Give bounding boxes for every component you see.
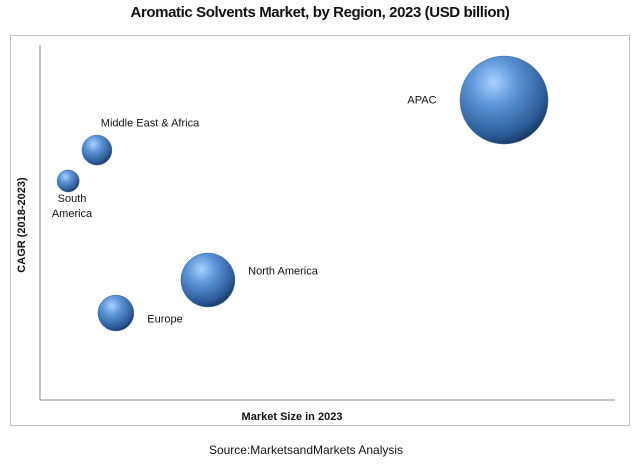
chart-title: Aromatic Solvents Market, by Region, 202… (131, 4, 510, 21)
plot-frame (10, 35, 630, 426)
bubble-label: Europe (147, 313, 183, 326)
bubble-label: South America (51, 193, 93, 220)
bubble (81, 134, 113, 166)
y-axis-label: CAGR (2018-2023) (16, 177, 28, 273)
source: Source:MarketsandMarkets Analysis (209, 443, 403, 457)
bubble-label: APAC (407, 94, 437, 107)
x-axis-label: Market Size in 2023 (242, 411, 343, 423)
bubble (56, 169, 80, 193)
bubble-label: North America (248, 265, 318, 278)
bubble (97, 294, 135, 332)
bubble (459, 55, 549, 145)
bubble-label: Middle East & Africa (100, 117, 200, 130)
bubble (180, 252, 236, 308)
